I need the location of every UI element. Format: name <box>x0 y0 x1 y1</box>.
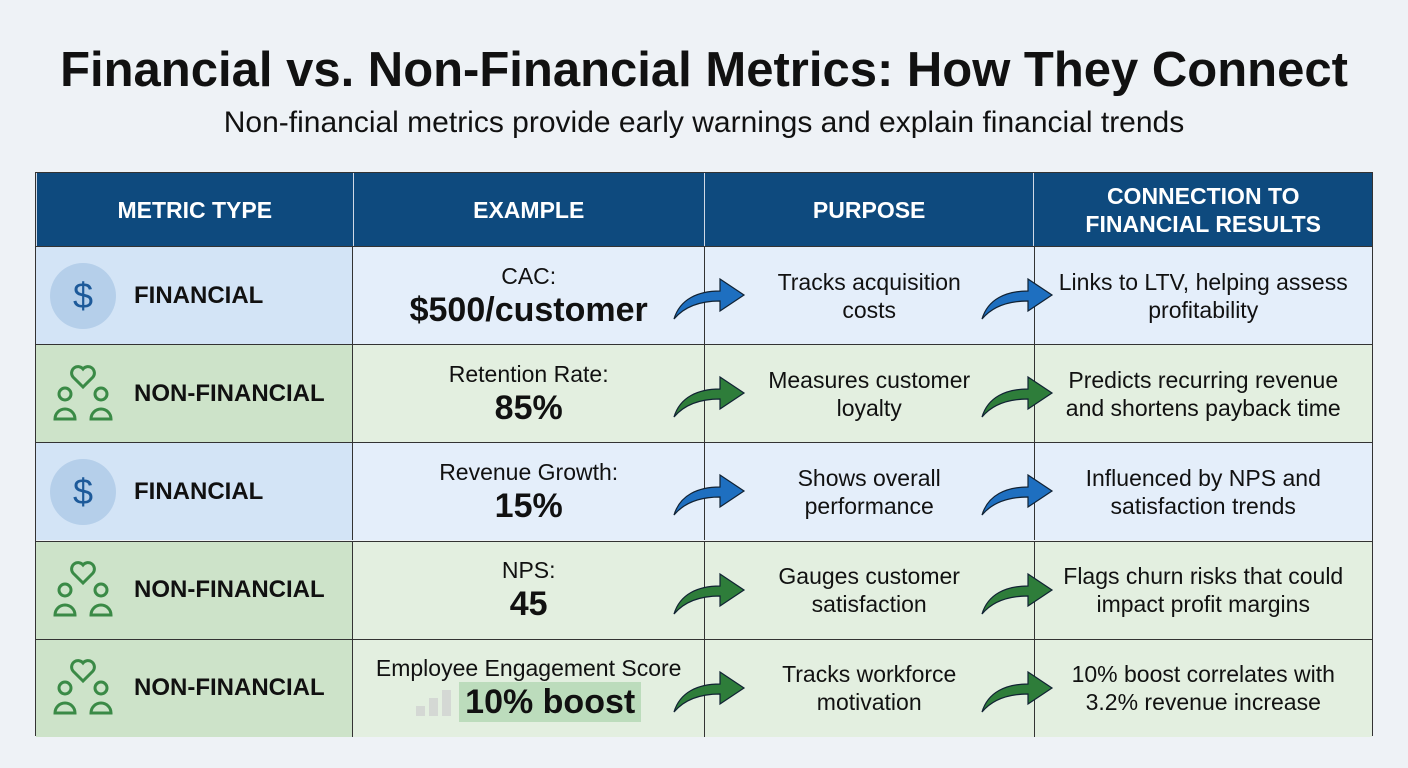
table-row: $ FINANCIAL CAC: $500/customer Tracks acqu… <box>36 246 1372 344</box>
metric-type: FINANCIAL <box>134 281 264 309</box>
arrow-right-icon <box>670 666 746 716</box>
header-connection: CONNECTION TO FINANCIAL RESULTS <box>1033 173 1372 246</box>
arrow-right-icon <box>978 666 1054 716</box>
example-cell: CAC: $500/customer <box>352 247 704 344</box>
metrics-table: METRIC TYPE EXAMPLE PURPOSE CONNECTION T… <box>35 172 1373 737</box>
dollar-icon: $ <box>50 262 116 329</box>
arrow-right-icon <box>670 568 746 618</box>
purpose-cell: Tracks acquisition costs <box>703 247 1034 344</box>
example-cell: Retention Rate: 85% <box>352 345 704 443</box>
dollar-icon: $ <box>50 458 116 525</box>
table-row: NON-FINANCIAL Retention Rate: 85% Measure… <box>36 344 1372 443</box>
purpose-text: Gauges customer satisfaction <box>778 563 960 618</box>
purpose-cell: Measures customer loyalty <box>703 345 1034 443</box>
arrow-right-icon <box>670 371 746 421</box>
arrow-right-icon <box>978 469 1054 519</box>
connection-text: Predicts recurring revenue and shortens … <box>1065 366 1341 421</box>
header-purpose: PURPOSE <box>703 173 1033 246</box>
people-heart-icon <box>50 361 116 427</box>
connection-cell: Influenced by NPS and satisfaction trend… <box>1033 443 1372 541</box>
example-label: NPS: <box>501 557 556 584</box>
people-heart-icon <box>50 557 116 623</box>
example-cell: Revenue Growth: 15% <box>352 443 704 541</box>
example-value: 15% <box>494 486 563 525</box>
connection-cell: Predicts recurring revenue and shortens … <box>1033 345 1372 443</box>
purpose-text: Tracks workforce motivation <box>782 661 957 716</box>
page-subtitle: Non-financial metrics provide early warn… <box>223 106 1185 139</box>
purpose-cell: Tracks workforce motivation <box>703 639 1034 737</box>
example-label: Revenue Growth: <box>439 458 619 485</box>
example-value: $500/customer <box>409 290 648 329</box>
purpose-text: Shows overall performance <box>797 464 941 519</box>
connection-text: 10% boost correlates with 3.2% revenue i… <box>1071 661 1335 716</box>
example-value: 85% <box>494 388 563 427</box>
example-value: 10% boost <box>459 682 642 723</box>
metric-type-cell: $ FINANCIAL <box>36 247 353 344</box>
arrow-right-icon <box>978 568 1054 618</box>
arrow-right-icon <box>978 371 1054 421</box>
connection-text: Flags churn risks that could impact prof… <box>1063 563 1344 618</box>
example-cell: Employee Engagement Score 10% boost <box>352 639 704 737</box>
metric-type: FINANCIAL <box>134 477 264 505</box>
purpose-text: Measures customer loyalty <box>768 366 971 421</box>
arrow-right-icon <box>670 273 746 323</box>
example-cell: NPS: 45 <box>352 541 704 639</box>
arrow-right-icon <box>978 273 1054 323</box>
header-metric-type: METRIC TYPE <box>36 173 353 246</box>
example-label: Retention Rate: <box>448 360 609 387</box>
page-title: Financial vs. Non-Financial Metrics: How… <box>60 43 1348 97</box>
purpose-text: Tracks acquisition costs <box>777 268 961 323</box>
metric-type-cell: NON-FINANCIAL <box>36 345 353 443</box>
metric-type: NON-FINANCIAL <box>134 379 325 407</box>
metric-type-cell: $ FINANCIAL <box>36 443 353 541</box>
example-value: 45 <box>509 585 548 624</box>
metric-type-cell: NON-FINANCIAL <box>36 639 353 737</box>
connection-cell: Flags churn risks that could impact prof… <box>1033 541 1372 639</box>
metric-type-cell: NON-FINANCIAL <box>36 541 353 639</box>
bar-chart-icon <box>416 690 452 717</box>
table-row: NON-FINANCIAL Employee Engagement Score 1… <box>36 638 1372 737</box>
metric-type: NON-FINANCIAL <box>134 674 325 702</box>
example-label: Employee Engagement Score <box>375 655 682 682</box>
arrow-right-icon <box>670 469 746 519</box>
example-label: CAC: <box>501 262 557 289</box>
people-heart-icon <box>50 655 116 721</box>
purpose-cell: Gauges customer satisfaction <box>703 541 1034 639</box>
table-header: METRIC TYPE EXAMPLE PURPOSE CONNECTION T… <box>36 173 1372 246</box>
connection-cell: Links to LTV, helping assess profitabili… <box>1033 247 1372 344</box>
table-row: $ FINANCIAL Revenue Growth: 15% Shows over… <box>36 442 1372 541</box>
purpose-cell: Shows overall performance <box>703 443 1034 541</box>
connection-text: Influenced by NPS and satisfaction trend… <box>1085 464 1321 519</box>
table-row: NON-FINANCIAL NPS: 45 Gauges customer sat… <box>36 540 1372 639</box>
connection-text: Links to LTV, helping assess profitabili… <box>1058 268 1348 323</box>
connection-cell: 10% boost correlates with 3.2% revenue i… <box>1033 639 1372 737</box>
header-example: EXAMPLE <box>352 173 704 246</box>
metric-type: NON-FINANCIAL <box>134 576 325 604</box>
